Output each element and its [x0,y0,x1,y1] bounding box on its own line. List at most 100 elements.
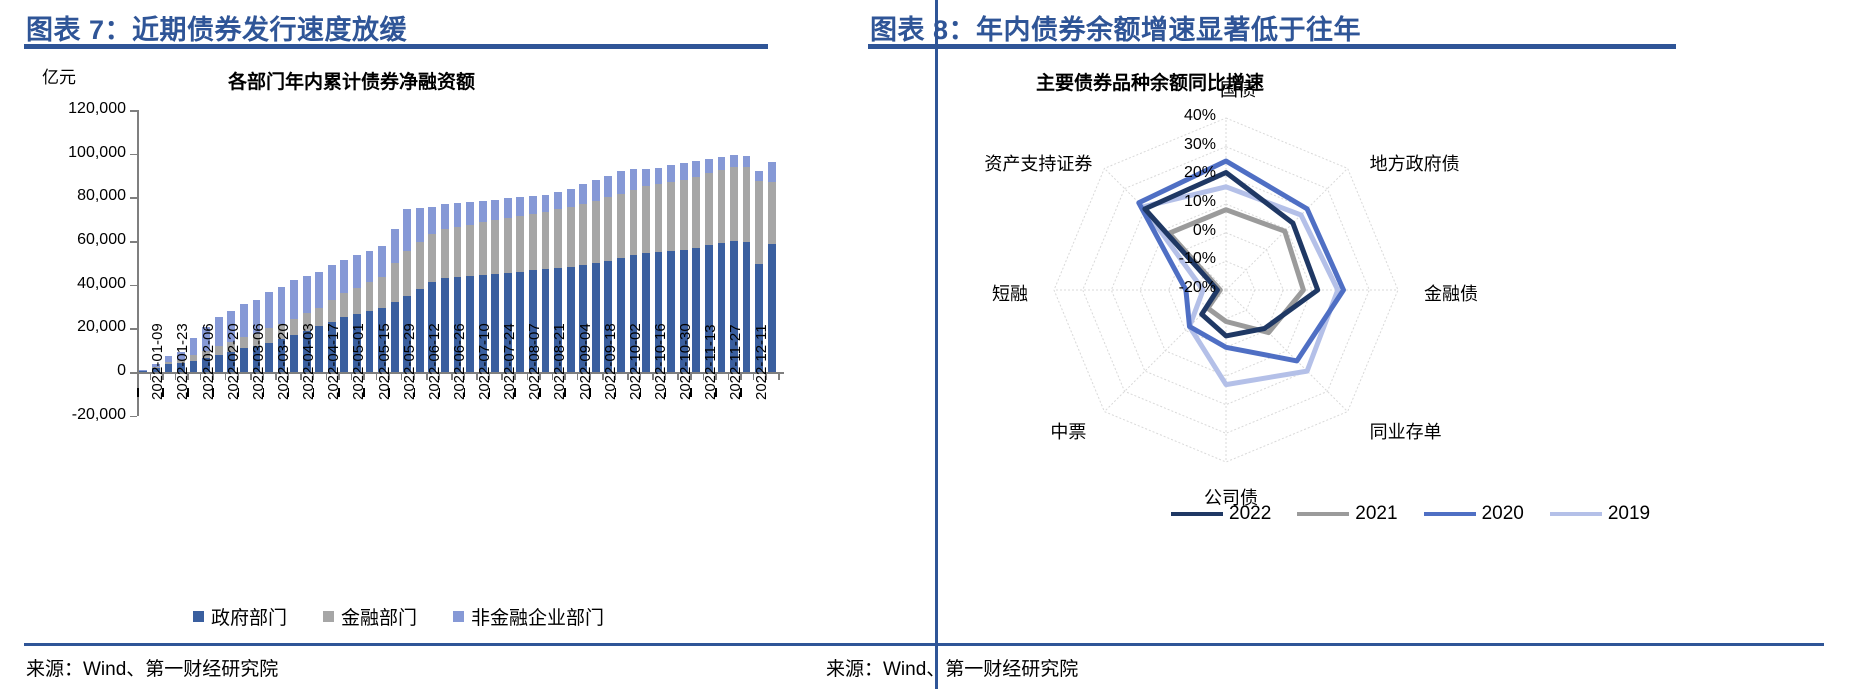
bar-segment [441,278,449,372]
panel-divider [935,0,938,689]
x-axis-major-tick-mark [338,388,340,397]
bar-segment [704,173,713,246]
x-axis-tick-mark [363,372,365,380]
x-axis-tick-label: 2022-07-24 [501,323,519,400]
x-axis-tick-mark [262,372,265,380]
bar-segment [177,351,185,361]
x-axis-zero-line [137,372,784,374]
radar-category-label: 金融债 [1424,284,1478,304]
x-axis-tick-mark [752,372,755,380]
bar-segment [579,265,588,372]
x-axis-tick-label: 2022-07-10 [476,323,494,400]
bar-segment [177,362,185,372]
x-axis-tick-mark [400,372,403,380]
bar-segment [327,299,336,322]
x-axis-major-tick-mark [262,388,265,397]
bar-segment [466,275,474,372]
x-axis-tick-mark [740,372,742,380]
radar-category-label: 资产支持证券 [984,154,1093,175]
radar-grid-ring [1168,232,1284,348]
bar-segment [390,262,399,303]
bar-segment [667,164,676,183]
right-source-rule [824,643,1824,646]
bar-segment [654,184,663,252]
x-axis-tick-label: 2022-12-11 [752,324,770,400]
bar-segment [214,317,223,346]
bar-segment [189,360,198,372]
x-axis-tick-mark [212,372,214,380]
bar-segment [227,311,236,342]
x-axis-major-tick-mark [137,388,139,397]
chart-7-title: 各部门年内累计债券净融资额 [228,72,476,93]
bar-segment [642,253,650,372]
legend-line-2022 [1171,512,1223,516]
x-axis-tick-mark [488,372,491,380]
bar-segment [529,213,537,271]
bar-segment [415,208,424,243]
x-axis-tick-mark [325,372,328,380]
x-axis-major-tick-mark [162,388,164,397]
bar-segment [403,250,412,296]
x-axis-tick-mark [627,372,629,380]
bar-segment [667,250,676,372]
x-axis-tick-mark [275,372,277,380]
bar-segment [277,339,286,372]
y-axis-tick-mark [130,153,137,156]
bar-segment [730,166,738,241]
x-axis-tick-mark [514,372,516,380]
bar-segment [189,355,198,361]
bar-segment [541,211,550,270]
legend-line-2021 [1297,512,1350,516]
radar-series-polygon [1142,170,1321,339]
radar-category-label: 中票 [1050,421,1087,442]
radar-category-label: 国债 [1220,80,1256,100]
x-axis-tick-label: 2022-02-20 [224,323,242,400]
bar-segment [227,341,236,352]
bar-segment [767,162,776,183]
bar-segment [139,370,148,371]
figure-7-title: 图表 7：近期债券发行速度放缓 [26,15,408,45]
bar-segment [478,274,487,372]
x-axis-major-tick-mark [237,388,240,397]
bar-segment [755,171,764,181]
bar-segment [478,200,487,223]
bar-segment [353,314,361,372]
x-axis-major-tick-mark [388,388,390,397]
bar-segment [415,289,424,372]
legend-label-gov: 政府部门 [211,608,288,629]
x-axis-tick-label: 2022-05-15 [375,323,393,400]
x-axis-tick-mark [375,372,378,380]
bar-segment [717,243,726,372]
y-axis-tick-label: 60,000 [77,231,126,248]
x-axis-major-tick-mark [564,388,566,397]
x-axis-major-tick-mark [589,388,591,397]
bar-segment [403,209,412,251]
radar-spoke [1225,168,1348,291]
x-axis-major-tick-mark [614,388,617,397]
bar-segment [629,189,638,256]
bar-segment [566,188,575,208]
bar-segment [189,337,198,356]
bar-segment [767,182,776,245]
bar-segment [491,220,500,274]
bar-segment [566,207,575,268]
bar-segment [164,364,173,372]
radar-spoke [1225,289,1348,412]
x-axis-tick-label: 2022-04-03 [300,323,318,400]
x-axis-tick-label: 2022-05-01 [350,323,368,400]
radar-radial-tick-label: 10% [1183,193,1216,210]
x-axis-tick-mark [501,372,503,380]
radar-radial-tick-label: 0% [1192,221,1216,239]
bar-segment [277,286,286,324]
bar-segment [164,362,173,365]
y-axis-tick-label: 80,000 [77,187,126,205]
bar-segment [667,182,676,251]
x-axis-tick-mark [564,372,566,380]
bar-segment [629,255,638,372]
x-axis-tick-mark [237,372,240,380]
bar-segment [164,355,173,363]
bar-segment [755,263,764,372]
legend-label-2020: 2020 [1481,503,1524,524]
y-axis-tick-label: 120,000 [68,100,126,117]
bar-segment [302,330,311,372]
